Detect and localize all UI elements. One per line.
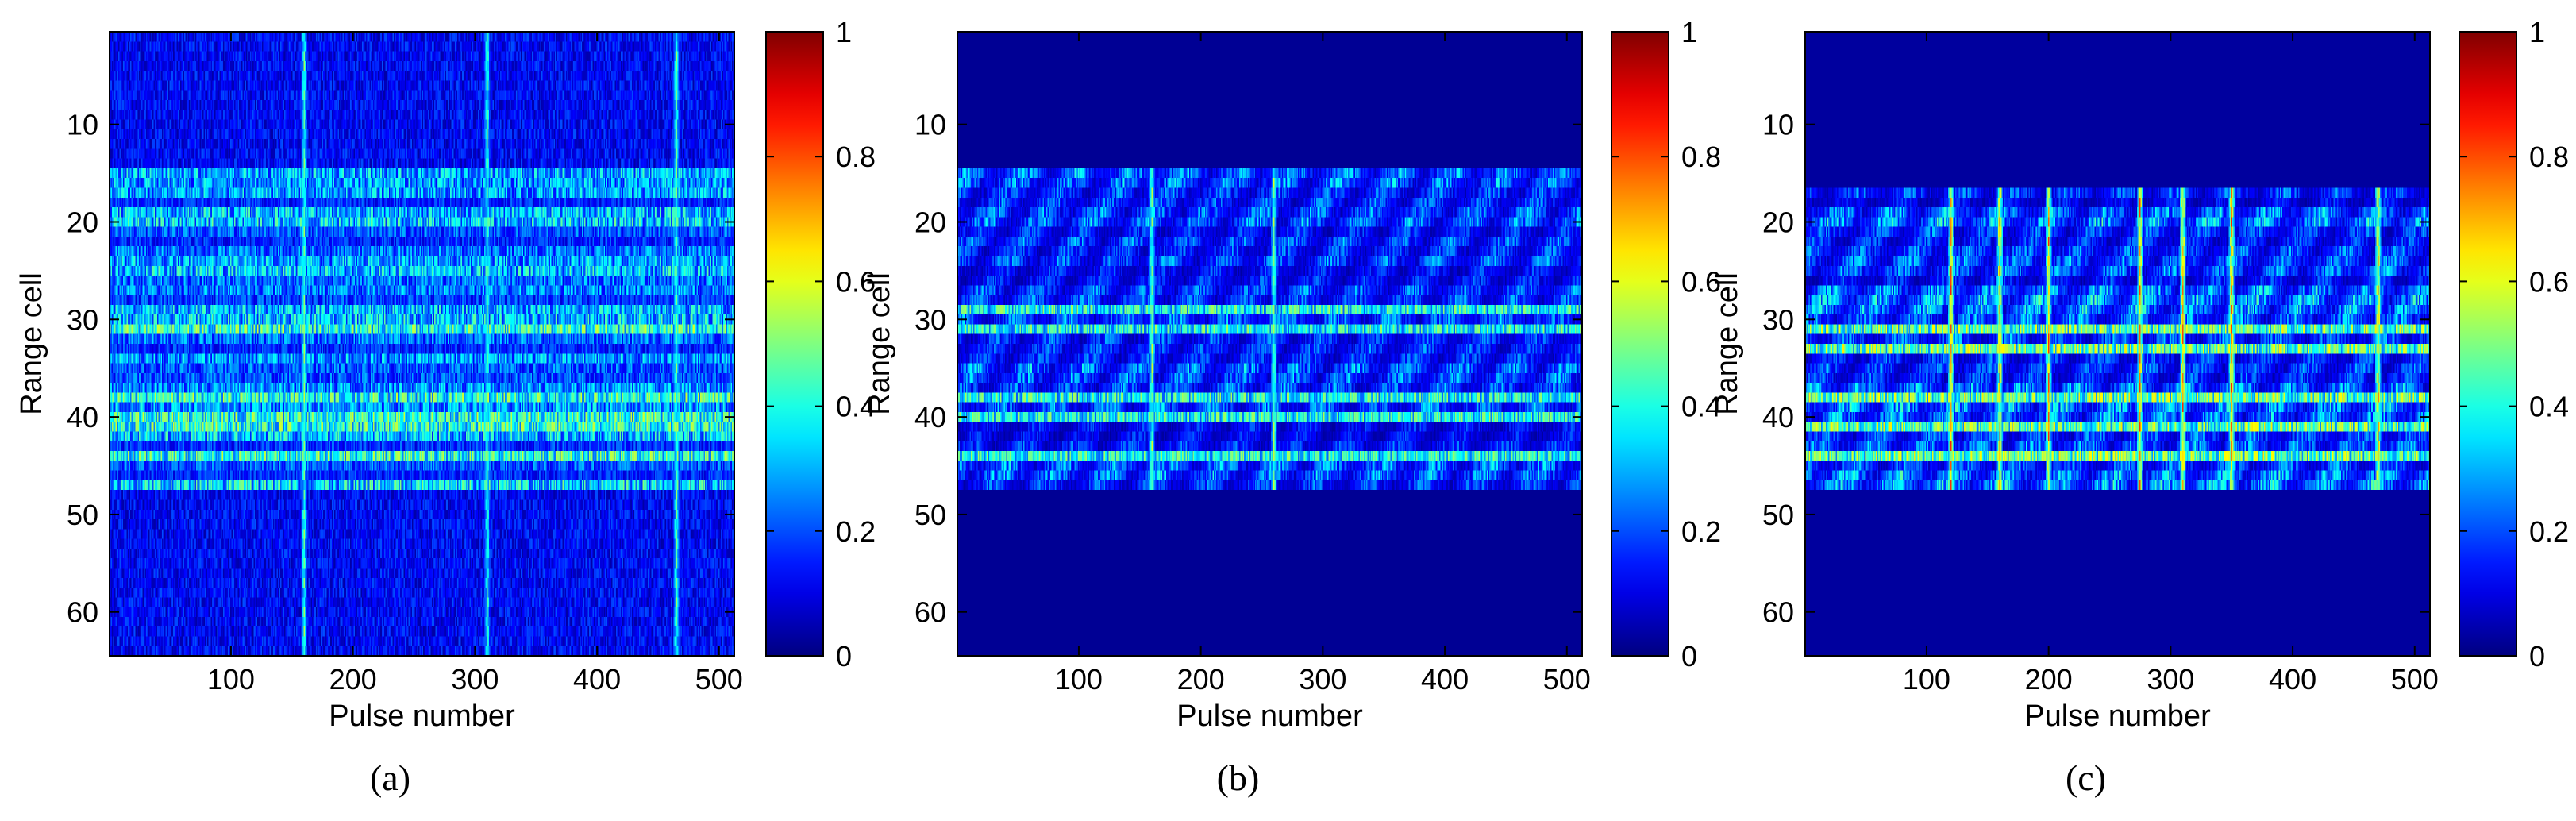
y-axis-label: Range cell xyxy=(1711,272,1744,415)
y-tick-label: 20 xyxy=(1762,206,1794,238)
plot-frame xyxy=(109,31,735,657)
colorbar xyxy=(765,31,824,657)
x-tick-label: 400 xyxy=(1421,663,1469,696)
y-tick-label: 60 xyxy=(67,596,98,629)
heatmap-image xyxy=(110,32,734,656)
colorbar-tick-label: 0 xyxy=(1681,640,1697,673)
x-tick-label: 500 xyxy=(2391,663,2439,696)
panel-caption: (c) xyxy=(2066,757,2106,798)
x-tick-label: 400 xyxy=(573,663,621,696)
colorbar-tick-label: 0.4 xyxy=(836,391,876,423)
panel-caption: (b) xyxy=(1217,757,1260,798)
heatmap-image xyxy=(957,32,1582,656)
x-tick-label: 200 xyxy=(1177,663,1225,696)
plot-frame xyxy=(957,31,1583,657)
x-tick-label: 300 xyxy=(451,663,499,696)
y-tick-label: 10 xyxy=(914,109,946,141)
colorbar-tick-label: 0 xyxy=(836,640,852,673)
y-tick-label: 20 xyxy=(67,206,98,238)
y-tick-label: 50 xyxy=(1762,499,1794,531)
y-tick-label: 50 xyxy=(914,499,946,531)
colorbar-tick-label: 0.6 xyxy=(836,265,876,298)
y-tick-label: 50 xyxy=(67,499,98,531)
x-tick-label: 500 xyxy=(1543,663,1591,696)
colorbar-tick-label: 0.6 xyxy=(1681,265,1721,298)
colorbar-tick-label: 0.2 xyxy=(1681,515,1721,548)
x-axis-label: Pulse number xyxy=(1176,700,1363,733)
panel-caption: (a) xyxy=(370,757,410,798)
x-tick-label: 400 xyxy=(2269,663,2316,696)
colorbar-tick-label: 0.4 xyxy=(1681,391,1721,423)
x-tick-label: 500 xyxy=(695,663,743,696)
x-tick-label: 100 xyxy=(1055,663,1103,696)
colorbar-tick-label: 0.8 xyxy=(836,141,876,173)
y-tick-label: 60 xyxy=(914,596,946,629)
x-tick-label: 200 xyxy=(2025,663,2073,696)
y-tick-label: 30 xyxy=(1762,303,1794,336)
y-tick-label: 10 xyxy=(67,109,98,141)
plot-frame xyxy=(1804,31,2431,657)
colorbar-tick-label: 0.6 xyxy=(2529,265,2569,298)
y-tick-label: 10 xyxy=(1762,109,1794,141)
x-tick-label: 100 xyxy=(1903,663,1950,696)
colorbar xyxy=(2459,31,2517,657)
colorbar-tick-label: 1 xyxy=(836,16,852,48)
colorbar-tick-label: 0.8 xyxy=(2529,141,2569,173)
x-tick-label: 100 xyxy=(207,663,255,696)
colorbar xyxy=(1611,31,1669,657)
x-tick-label: 300 xyxy=(1299,663,1346,696)
y-tick-label: 40 xyxy=(67,401,98,434)
x-axis-label: Pulse number xyxy=(2024,700,2211,733)
colorbar-tick-label: 0 xyxy=(2529,640,2545,673)
x-axis-label: Pulse number xyxy=(329,700,515,733)
y-tick-label: 40 xyxy=(914,401,946,434)
y-tick-label: 30 xyxy=(67,303,98,336)
y-tick-label: 40 xyxy=(1762,401,1794,434)
colorbar-tick-label: 1 xyxy=(1681,16,1697,48)
colorbar-tick-label: 1 xyxy=(2529,16,2545,48)
colorbar-tick-label: 0.2 xyxy=(836,515,876,548)
colorbar-tick-label: 0.2 xyxy=(2529,515,2569,548)
x-tick-label: 200 xyxy=(329,663,377,696)
colorbar-tick-label: 0.8 xyxy=(1681,141,1721,173)
x-tick-label: 300 xyxy=(2147,663,2194,696)
y-tick-label: 30 xyxy=(914,303,946,336)
y-tick-label: 60 xyxy=(1762,596,1794,629)
y-axis-label: Range cell xyxy=(863,272,896,415)
colorbar-tick-label: 0.4 xyxy=(2529,391,2569,423)
y-tick-label: 20 xyxy=(914,206,946,238)
heatmap-image xyxy=(1805,32,2430,656)
y-axis-label: Range cell xyxy=(15,272,48,415)
